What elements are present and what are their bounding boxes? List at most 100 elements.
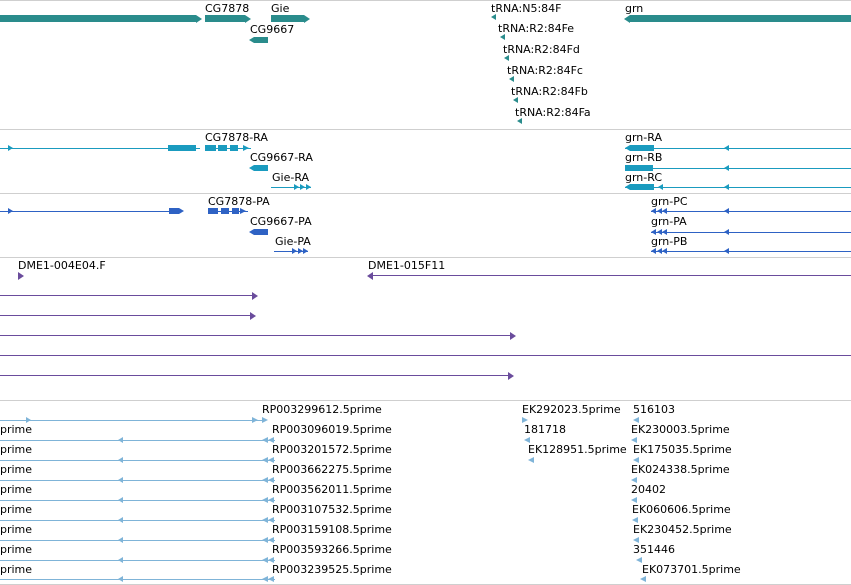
protein-exon[interactable] [169,208,179,214]
transcript-exon[interactable] [630,145,654,151]
transcript-arrow [300,184,305,190]
clone-line[interactable] [0,375,508,376]
est-line[interactable] [0,440,275,441]
trna-feature[interactable] [500,34,505,40]
protein-intron-line [0,211,180,212]
protein-intron-line [651,251,851,252]
protein-intron-line [274,251,308,252]
est-label: RP003107532.5prime [272,503,392,516]
transcript-exon[interactable] [630,184,654,190]
gene-feature-gie[interactable] [271,15,304,22]
gene-strand-arrow-right [245,15,251,23]
protein-arrow [657,208,662,214]
est-line[interactable] [0,460,275,461]
protein-arrow [662,208,667,214]
gene-feature-cg7878[interactable] [205,15,245,22]
gene-feature-cg9667[interactable] [254,37,268,43]
transcript-label-grn-rc: grn-RC [625,171,663,184]
track-separator [0,257,851,258]
clone-line[interactable] [372,275,851,276]
protein-arrow [8,208,13,214]
transcript-exon[interactable] [625,165,653,171]
est-arrow [118,477,123,483]
gene-strand-arrow-right [304,15,310,23]
protein-arrow [724,248,729,254]
est-arrow [631,437,637,443]
transcript-arrow [8,145,13,151]
est-line[interactable] [0,579,275,580]
trna-label: tRNA:R2:84Fe [498,22,575,35]
trna-feature[interactable] [517,118,522,124]
est-arrow [636,557,642,563]
est-arrow [631,497,637,503]
protein-intron-line [651,211,851,212]
transcript-label-gie-ra: Gie-RA [272,171,310,184]
gene-strand-arrow-left [249,37,254,43]
est-arrow [524,437,530,443]
clone-arrow [250,312,256,320]
est-arrow [262,576,268,582]
transcript-exon[interactable] [168,145,196,151]
trna-feature[interactable] [491,14,496,20]
gene-feature[interactable] [0,15,196,22]
est-arrow [631,477,637,483]
est-arrow [268,517,274,523]
transcript-exon[interactable] [254,165,268,171]
est-label: EK128951.5prime [528,443,627,456]
est-line[interactable] [0,520,275,521]
transcript-arrow [249,165,254,171]
est-track: RP003299612.5prime EK292023.5prime 51610… [0,400,851,585]
transcript-exon[interactable] [218,145,227,151]
est-arrow [268,497,274,503]
protein-label-cg9667-pa: CG9667-PA [250,215,312,228]
trna-label: tRNA:R2:84Fa [515,106,591,119]
protein-arrow [724,208,729,214]
transcript-intron-line [271,187,311,188]
est-line[interactable] [0,500,275,501]
est-label: 20402 [631,483,666,496]
protein-exon[interactable] [232,208,239,214]
gene-label-grn: grn [625,2,644,15]
gene-strand-arrow-right [196,15,202,23]
protein-exon[interactable] [254,229,268,235]
est-line[interactable] [0,480,275,481]
transcript-exon[interactable] [205,145,216,151]
clone-line[interactable] [0,295,252,296]
protein-arrow [303,248,308,254]
protein-arrow [662,248,667,254]
clone-arrow [252,292,258,300]
clone-arrow [367,272,373,280]
est-label: EK073701.5prime [642,563,741,576]
clone-line[interactable] [0,335,510,336]
est-label-clipped: prime [0,543,33,556]
est-label: EK292023.5prime [522,403,621,416]
protein-label-gie-pa: Gie-PA [275,235,311,248]
est-arrow [268,457,274,463]
clone-line[interactable] [0,315,250,316]
est-line[interactable] [0,420,265,421]
protein-exon[interactable] [221,208,229,214]
track-separator [0,400,851,401]
clone-feature[interactable] [18,272,24,280]
est-line[interactable] [0,560,275,561]
est-label: RP003201572.5prime [272,443,392,456]
clone-line[interactable] [0,355,851,356]
gene-feature-grn[interactable] [630,15,851,22]
trna-feature[interactable] [504,55,509,61]
est-label: EK175035.5prime [633,443,732,456]
trna-feature[interactable] [509,76,514,82]
protein-arrow [657,229,662,235]
trna-label: tRNA:R2:84Fd [503,43,580,56]
protein-arrow [298,248,303,254]
transcript-exon[interactable] [230,145,238,151]
est-arrow [118,576,123,582]
trna-label: tRNA:R2:84Fb [511,85,588,98]
est-arrow [633,537,639,543]
transcript-intron-line [0,148,200,149]
est-line[interactable] [0,540,275,541]
trna-feature[interactable] [513,97,518,103]
transcript-label-cg7878-ra: CG7878-RA [205,131,268,144]
protein-exon[interactable] [208,208,218,214]
transcript-intron-line [625,187,851,188]
gene-label-gie: Gie [271,2,290,15]
